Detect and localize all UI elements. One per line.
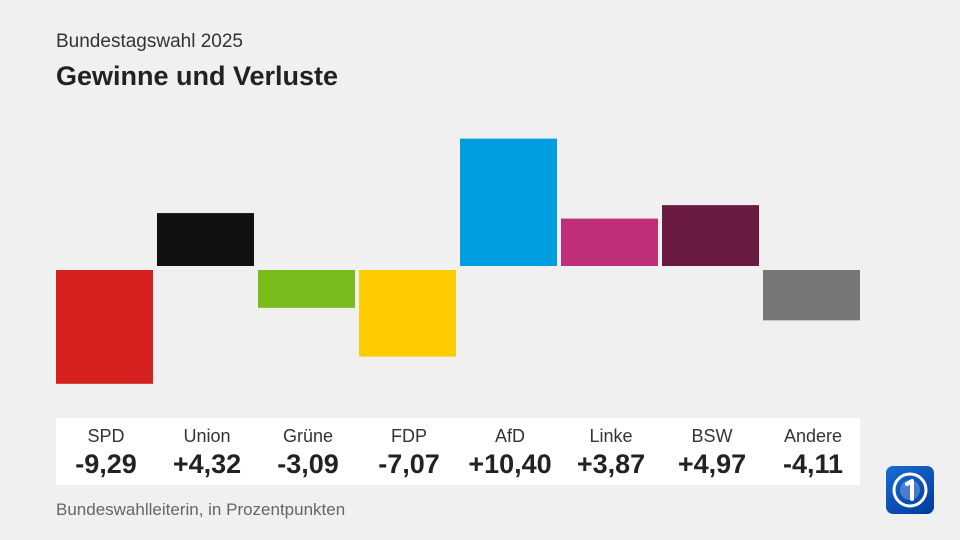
bar-andere bbox=[763, 270, 860, 321]
bar-linke bbox=[561, 218, 658, 266]
value-label-linke: +3,87 bbox=[576, 449, 646, 479]
bar-union bbox=[157, 213, 254, 266]
source-note: Bundeswahlleiterin, in Prozentpunkten bbox=[56, 500, 346, 519]
label-column-spd: SPD -9,29 bbox=[56, 418, 156, 480]
value-label-union: +4,32 bbox=[172, 449, 242, 479]
value-label-andere: -4,11 bbox=[782, 449, 844, 479]
party-name-fdp: FDP bbox=[391, 426, 427, 446]
bar-bsw bbox=[662, 205, 759, 266]
value-label-afd: +10,40 bbox=[468, 449, 552, 479]
chart-subtitle: Bundestagswahl 2025 bbox=[56, 31, 243, 52]
party-name-gruene: Grüne bbox=[282, 426, 334, 446]
ard-one-logo-icon bbox=[886, 466, 934, 514]
label-column-bsw: BSW +4,97 bbox=[662, 418, 762, 480]
bar-fdp bbox=[359, 270, 456, 357]
party-name-afd: AfD bbox=[494, 426, 525, 446]
party-name-linke: Linke bbox=[589, 426, 633, 446]
party-name-andere: Andere bbox=[783, 426, 843, 446]
value-label-spd: -9,29 bbox=[75, 449, 137, 479]
party-name-spd: SPD bbox=[87, 426, 125, 446]
party-name-bsw: BSW bbox=[691, 426, 733, 446]
bar-afd bbox=[460, 138, 557, 266]
value-label-fdp: -7,07 bbox=[378, 449, 440, 479]
chart-title: Gewinne und Verluste bbox=[56, 61, 339, 91]
bar-chart bbox=[56, 138, 860, 384]
party-name-union: Union bbox=[183, 426, 231, 446]
value-label-bsw: +4,97 bbox=[677, 449, 747, 479]
label-column-fdp: FDP -7,07 bbox=[359, 418, 459, 480]
label-column-andere: Andere -4,11 bbox=[763, 418, 863, 480]
label-column-union: Union +4,32 bbox=[157, 418, 257, 480]
label-column-afd: AfD +10,40 bbox=[460, 418, 560, 480]
party-label-panel: SPD -9,29 Union +4,32 Grüne -3,09 FDP -7,07 AfD +… bbox=[56, 418, 860, 485]
label-column-linke: Linke +3,87 bbox=[561, 418, 661, 480]
label-column-gruene: Grüne -3,09 bbox=[258, 418, 358, 480]
value-label-gruene: -3,09 bbox=[277, 449, 339, 479]
bar-spd bbox=[56, 270, 153, 384]
bar-gruene bbox=[258, 270, 355, 308]
